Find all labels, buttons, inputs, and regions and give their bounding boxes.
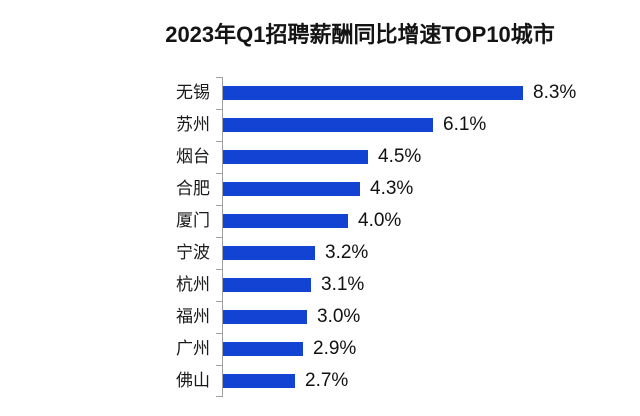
value-label: 2.9%	[313, 338, 357, 359]
axis-tick	[216, 77, 223, 78]
bar-row: 佛山 2.7%	[0, 365, 640, 397]
value-label: 8.3%	[533, 82, 577, 103]
category-label: 合肥	[176, 179, 210, 198]
bar	[223, 214, 348, 228]
axis-tick	[216, 205, 223, 206]
value-label: 3.0%	[317, 306, 361, 327]
bar-row: 无锡 8.3%	[0, 77, 640, 109]
plot-area: 无锡 8.3% 苏州 6.1% 烟台 4.5% 合肥 4.3% 厦门 4.0% …	[0, 77, 640, 397]
axis-tick	[216, 396, 223, 397]
axis-tick	[216, 109, 223, 110]
axis-tick	[216, 173, 223, 174]
bar	[223, 374, 295, 388]
bar-row: 福州 3.0%	[0, 301, 640, 333]
axis-tick	[216, 237, 223, 238]
category-label: 宁波	[176, 243, 210, 262]
bar-row: 杭州 3.1%	[0, 269, 640, 301]
category-label: 苏州	[176, 115, 210, 134]
bar-row: 宁波 3.2%	[0, 237, 640, 269]
category-label: 厦门	[176, 211, 210, 230]
bar-row: 厦门 4.0%	[0, 205, 640, 237]
bar	[223, 278, 311, 292]
category-label: 佛山	[176, 371, 210, 390]
axis-tick	[216, 301, 223, 302]
bar	[223, 246, 315, 260]
bar-row: 烟台 4.5%	[0, 141, 640, 173]
bar-row: 广州 2.9%	[0, 333, 640, 365]
axis-tick	[216, 333, 223, 334]
bar	[223, 86, 523, 100]
category-label: 烟台	[176, 147, 210, 166]
axis-tick	[216, 141, 223, 142]
bar	[223, 310, 307, 324]
value-label: 2.7%	[305, 370, 349, 391]
value-label: 3.1%	[321, 274, 365, 295]
category-label: 广州	[176, 339, 210, 358]
bar-row: 苏州 6.1%	[0, 109, 640, 141]
bar	[223, 342, 303, 356]
value-label: 4.5%	[378, 146, 422, 167]
value-label: 6.1%	[443, 114, 487, 135]
value-label: 3.2%	[325, 242, 369, 263]
bar-row: 合肥 4.3%	[0, 173, 640, 205]
bar	[223, 182, 360, 196]
category-label: 福州	[176, 307, 210, 326]
chart-title: 2023年Q1招聘薪酬同比增速TOP10城市	[165, 22, 555, 47]
category-label: 杭州	[176, 275, 210, 294]
axis-tick	[216, 365, 223, 366]
value-label: 4.0%	[358, 210, 402, 231]
bar	[223, 118, 433, 132]
value-label: 4.3%	[370, 178, 414, 199]
category-label: 无锡	[176, 83, 210, 102]
axis-tick	[216, 269, 223, 270]
bar	[223, 150, 368, 164]
